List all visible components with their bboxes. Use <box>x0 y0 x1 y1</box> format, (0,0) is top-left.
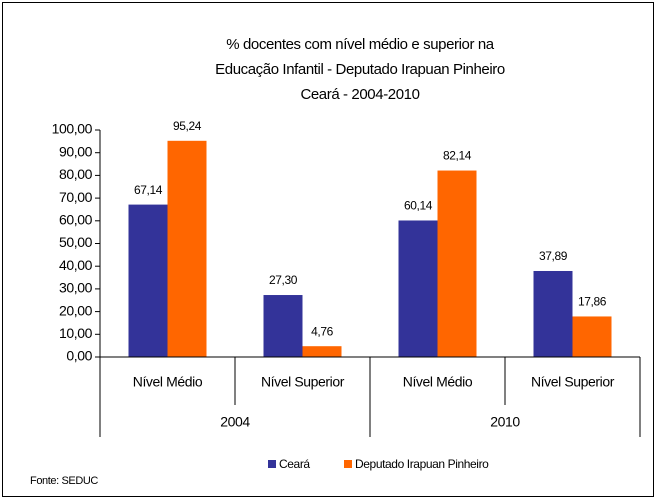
chart-title: % docentes com nível médio e superior na <box>226 36 495 53</box>
value-label: 60,14 <box>404 199 433 213</box>
y-tick-label: 80,00 <box>59 166 93 182</box>
x-tick-label: Nível Médio <box>133 374 203 390</box>
chart-title: Ceará - 2004-2010 <box>300 86 419 103</box>
bar <box>302 346 342 357</box>
bar <box>167 140 207 357</box>
legend-swatch <box>344 460 352 468</box>
y-tick-label: 70,00 <box>59 189 93 205</box>
y-tick-label: 90,00 <box>59 143 93 159</box>
y-tick-label: 40,00 <box>59 257 93 273</box>
value-label: 17,86 <box>578 295 607 309</box>
y-tick-label: 10,00 <box>59 325 93 341</box>
group-label: 2010 <box>490 414 520 430</box>
y-tick-label: 100,00 <box>52 121 93 137</box>
y-tick-label: 30,00 <box>59 280 93 296</box>
y-tick-label: 0,00 <box>66 348 92 364</box>
x-tick-label: Nível Superior <box>531 374 615 390</box>
chart-title: Educação Infantil - Deputado Irapuan Pin… <box>215 61 505 78</box>
bar <box>398 220 438 357</box>
y-tick-label: 50,00 <box>59 234 93 250</box>
value-label: 4,76 <box>311 324 333 338</box>
bar <box>128 204 168 357</box>
group-label: 2004 <box>220 414 250 430</box>
source-note: Fonte: SEDUC <box>30 475 98 487</box>
value-label: 37,89 <box>539 249 568 263</box>
bar <box>572 316 612 357</box>
value-label: 82,14 <box>443 149 472 163</box>
bar <box>263 295 303 357</box>
legend-label: Ceará <box>279 457 310 471</box>
value-label: 27,30 <box>269 273 298 287</box>
value-label: 95,24 <box>173 119 202 133</box>
value-label: 67,14 <box>134 183 163 197</box>
x-tick-label: Nível Médio <box>403 374 473 390</box>
y-tick-label: 20,00 <box>59 302 93 318</box>
y-tick-label: 60,00 <box>59 212 93 228</box>
bar <box>437 170 477 357</box>
x-tick-label: Nível Superior <box>261 374 345 390</box>
legend-swatch <box>268 460 276 468</box>
bar <box>533 270 573 357</box>
legend-label: Deputado Irapuan Pinheiro <box>355 457 489 471</box>
